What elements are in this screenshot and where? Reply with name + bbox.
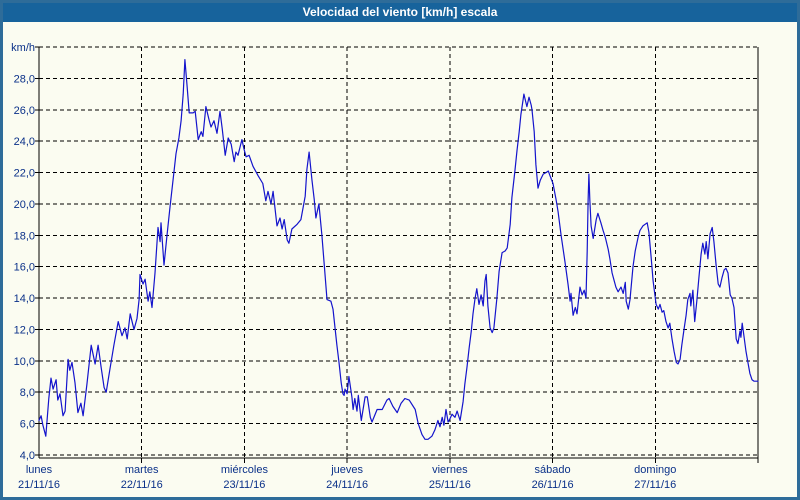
x-axis-day-label: martes [125, 464, 159, 476]
x-axis-date-label: 26/11/16 [532, 479, 574, 491]
y-axis-label: 10,0 [14, 356, 35, 368]
y-axis-label: 14,0 [14, 293, 35, 305]
y-axis-label: 28,0 [14, 73, 35, 85]
x-axis-day-label: viernes [432, 464, 468, 476]
x-axis-date-label: 24/11/16 [326, 479, 368, 491]
x-axis-day-label: miércoles [221, 464, 269, 476]
y-axis-label: 20,0 [14, 199, 35, 211]
y-axis-label: 16,0 [14, 262, 35, 274]
x-axis-day-label: lunes [26, 464, 53, 476]
y-axis-unit-label: km/h [11, 42, 35, 54]
y-axis-label: 22,0 [14, 168, 35, 180]
x-axis-date-label: 22/11/16 [121, 479, 163, 491]
x-axis-date-label: 25/11/16 [429, 479, 471, 491]
x-axis-date-label: 21/11/16 [18, 479, 60, 491]
y-axis-label: 24,0 [14, 136, 35, 148]
x-axis-day-label: jueves [330, 464, 363, 476]
x-axis-day-label: domingo [634, 464, 676, 476]
x-axis-date-label: 27/11/16 [634, 479, 676, 491]
y-axis-label: 18,0 [14, 230, 35, 242]
x-axis-day-label: sábado [535, 464, 571, 476]
y-axis-label: 12,0 [14, 324, 35, 336]
window-title: Velocidad del viento [km/h] escala [302, 5, 498, 19]
wind-speed-line [38, 58, 759, 440]
y-axis-label: 6,0 [20, 419, 35, 431]
y-axis-label: 26,0 [14, 105, 35, 117]
y-axis-label: 4,0 [20, 450, 35, 462]
y-axis-label: 8,0 [20, 387, 35, 399]
title-bar: Velocidad del viento [km/h] escala [3, 3, 797, 22]
x-axis-date-label: 23/11/16 [223, 479, 265, 491]
